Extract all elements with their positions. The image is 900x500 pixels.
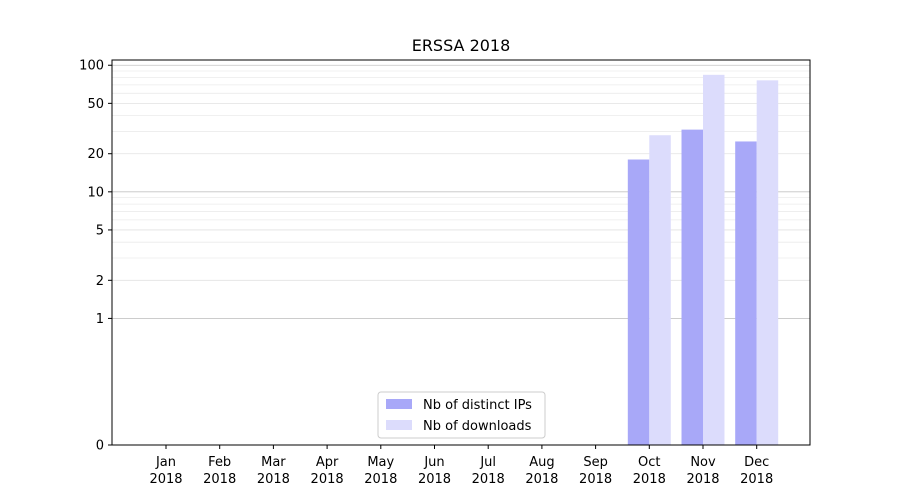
x-tick-label-year: 2018: [579, 472, 612, 487]
x-tick-label-month: May: [367, 455, 394, 470]
y-tick-label: 0: [96, 439, 104, 454]
bar-downloads: [703, 74, 725, 445]
x-axis-ticks: Jan 2018 Feb 2018 Mar 2018 Apr 2018 May 2018 Jun 20…: [149, 445, 773, 487]
y-tick-label: 1: [96, 312, 104, 327]
plot-frame: [111, 59, 811, 446]
x-tick-label-month: Aug: [529, 455, 554, 470]
x-tick-label-month: Dec: [744, 455, 769, 470]
x-tick-label-month: Apr: [316, 455, 339, 470]
x-tick-label-month: Sep: [583, 455, 608, 470]
x-tick-label-year: 2018: [472, 472, 505, 487]
x-tick-label-month: Jan: [155, 455, 176, 470]
bar-downloads: [649, 135, 671, 445]
x-tick-label-year: 2018: [149, 472, 182, 487]
x-tick-label-month: Mar: [261, 455, 286, 470]
x-tick-label-month: Jul: [479, 455, 496, 470]
legend: Nb of distinct IPs Nb of downloads: [377, 391, 546, 439]
y-tick-label: 20: [87, 147, 104, 162]
legend-swatch-downloads: [386, 420, 412, 430]
x-tick-label-month: Oct: [638, 455, 660, 470]
bar-distinct-ips: [735, 141, 757, 445]
y-tick-label: 50: [87, 97, 104, 112]
x-tick-label-year: 2018: [311, 472, 344, 487]
chart-title: ERSSA 2018: [412, 36, 511, 55]
legend-swatch-distinct-ips: [386, 399, 412, 409]
x-tick-label-year: 2018: [203, 472, 236, 487]
x-tick-label-year: 2018: [364, 472, 397, 487]
bars: [627, 74, 779, 446]
x-tick-label-year: 2018: [418, 472, 451, 487]
y-tick-label: 2: [96, 274, 104, 289]
x-tick-label-year: 2018: [740, 472, 773, 487]
bar-downloads: [756, 80, 779, 446]
y-axis-ticks: 0 1 2 5 10 20 50 100: [79, 59, 112, 454]
legend-label-distinct-ips: Nb of distinct IPs: [423, 398, 532, 413]
x-tick-label-month: Nov: [690, 455, 716, 470]
x-tick-label-year: 2018: [525, 472, 558, 487]
bar-distinct-ips: [681, 129, 703, 445]
bar-distinct-ips: [627, 159, 650, 445]
x-tick-label-year: 2018: [686, 472, 719, 487]
x-tick-label-year: 2018: [257, 472, 290, 487]
legend-box: [377, 391, 546, 439]
x-tick-label-year: 2018: [633, 472, 666, 487]
y-tick-label: 100: [79, 59, 104, 74]
legend-label-downloads: Nb of downloads: [423, 419, 532, 434]
y-tick-label: 5: [96, 223, 104, 238]
x-tick-label-month: Feb: [208, 455, 231, 470]
x-tick-label-month: Jun: [423, 455, 444, 470]
grid-lines: [112, 64, 810, 319]
y-tick-label: 10: [87, 185, 104, 200]
